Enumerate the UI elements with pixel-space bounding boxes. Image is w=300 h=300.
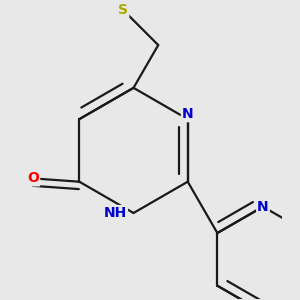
Text: N: N	[182, 107, 194, 121]
Text: NH: NH	[104, 206, 127, 220]
Text: S: S	[118, 3, 128, 17]
Text: O: O	[27, 171, 39, 185]
Text: N: N	[257, 200, 269, 214]
